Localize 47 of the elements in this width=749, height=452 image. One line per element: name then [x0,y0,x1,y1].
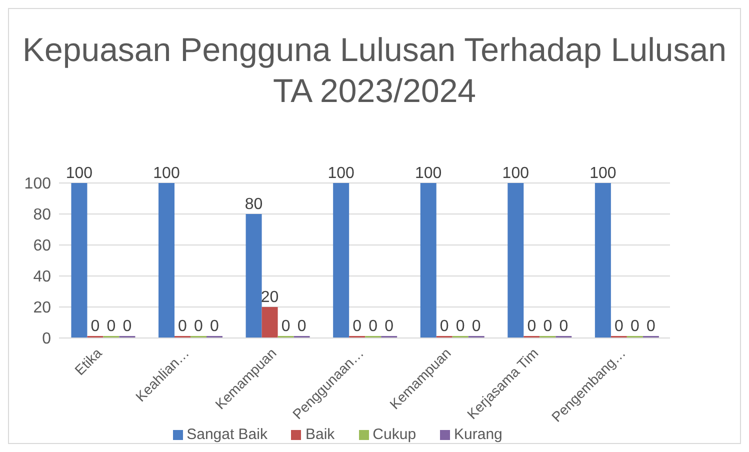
legend-label: Kurang [454,426,502,443]
data-label: 100 [590,165,616,182]
data-label: 0 [630,318,640,335]
data-label: 0 [646,318,656,335]
data-label: 0 [614,318,624,335]
legend-label: Sangat Baik [186,426,268,443]
data-label: 0 [281,318,290,335]
bar [594,183,611,338]
chart-subtitle: TA 2023/2024 [272,71,478,111]
bar [158,183,175,338]
chart-title: Kepuasan Pengguna Lulusan Terhadap Lulusan [22,30,728,70]
y-tick-label: 100 [24,176,52,193]
data-label: 20 [260,289,279,306]
y-tick-label: 40 [33,268,52,286]
data-label: 0 [122,318,132,335]
data-label: 0 [178,318,188,335]
y-tick-label: 20 [33,300,52,317]
data-label: 100 [415,165,442,182]
data-label: 0 [472,318,481,335]
data-label: 0 [440,318,449,335]
data-label: 0 [559,318,568,335]
data-label: 0 [297,318,306,335]
legend-label: Baik [305,426,335,443]
data-label: 100 [153,165,180,182]
data-label: 0 [90,318,100,335]
bar [71,183,88,338]
bar [246,214,262,338]
bar [333,183,350,338]
bar [508,183,524,338]
data-label: 0 [384,318,394,335]
data-label: 0 [106,318,116,335]
data-label: 0 [194,318,204,335]
data-label: 0 [456,318,465,335]
data-label: 100 [502,165,530,182]
data-label: 0 [352,318,362,335]
data-label: 0 [368,318,378,335]
data-label: 0 [527,318,536,335]
y-tick-label: 0 [42,330,52,348]
y-tick-label: 60 [33,238,52,255]
y-tick-label: 80 [33,206,52,224]
bar [420,183,436,338]
data-label: 100 [328,165,355,182]
data-label: 0 [210,318,220,335]
data-label: 0 [543,318,552,335]
legend-label: Cukup [372,426,416,443]
data-label: 100 [66,165,93,182]
data-label: 80 [244,196,263,213]
